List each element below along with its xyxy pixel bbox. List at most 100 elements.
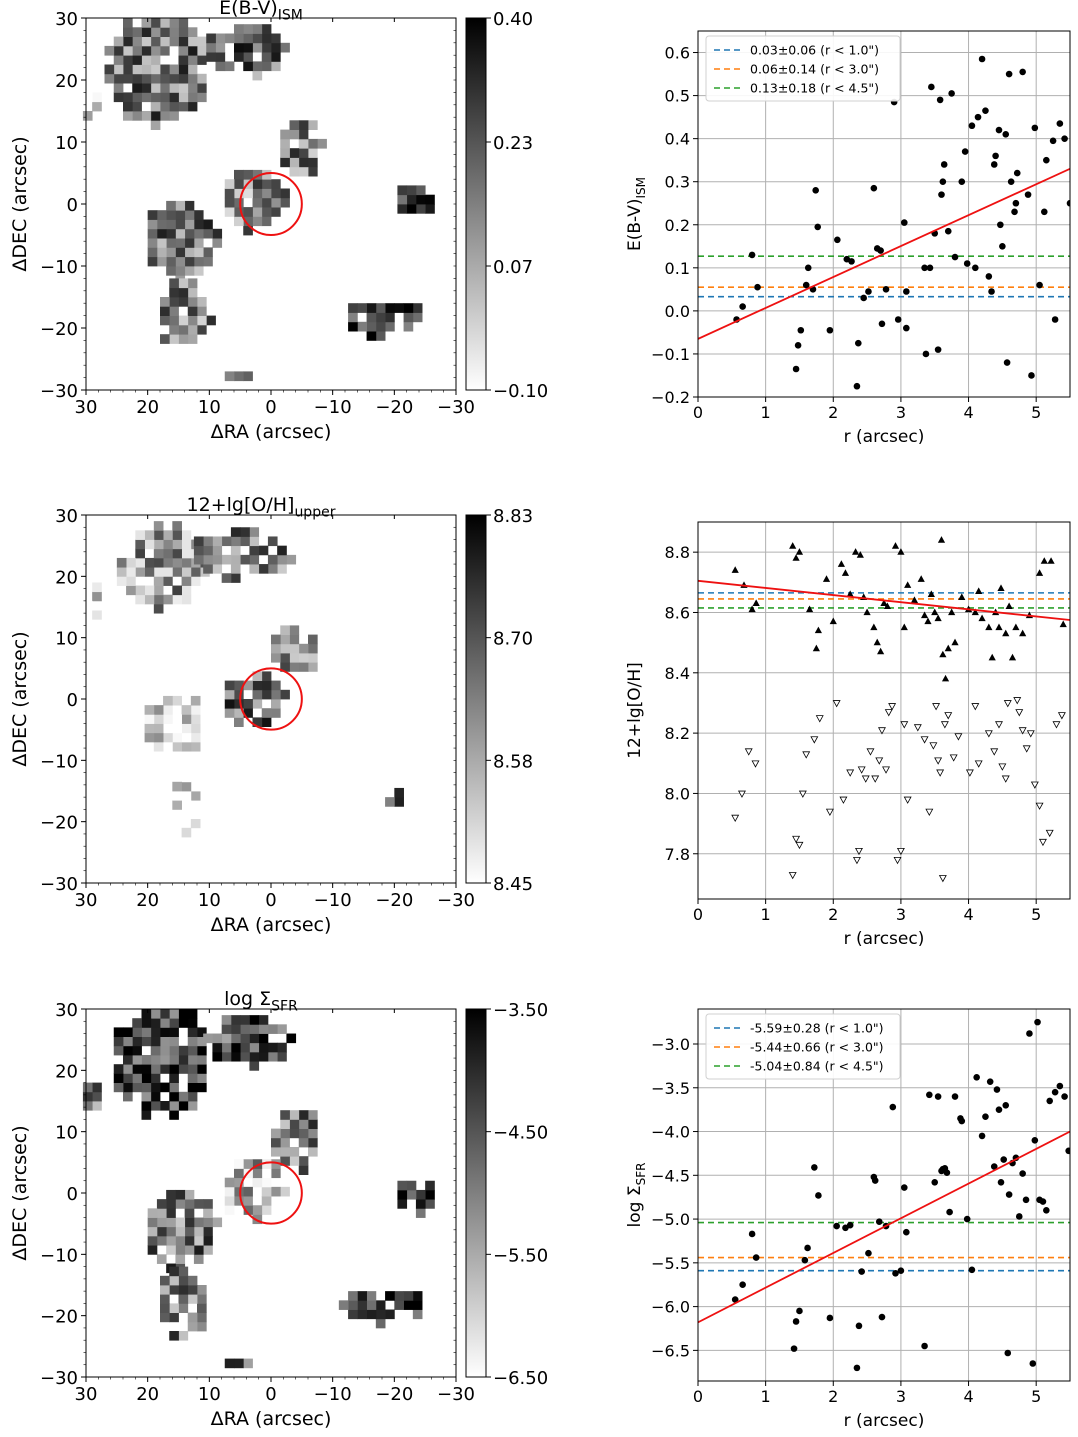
map-pixel: [252, 1205, 263, 1215]
map-pixel: [249, 1015, 260, 1025]
map-pixel: [230, 573, 241, 583]
map-pixel: [132, 64, 142, 75]
map-pixel: [415, 1199, 426, 1209]
lower-point: [1038, 838, 1047, 847]
map-pixel: [249, 1051, 260, 1062]
map-pixel: [181, 539, 192, 550]
map-pixel: [212, 536, 223, 547]
map-pixel: [123, 1064, 133, 1074]
map-pixel: [141, 55, 152, 65]
map-title: 12+lg[O/H]upper: [187, 494, 336, 520]
map-pixel: [141, 111, 152, 121]
map-pixel: [147, 219, 158, 230]
map-pixel: [187, 1045, 198, 1056]
y-tick-label: −3.5: [651, 1079, 690, 1098]
map-pixel: [123, 73, 133, 84]
data-point: [934, 346, 942, 353]
map-pixel: [252, 61, 263, 72]
map-pixel: [197, 83, 207, 93]
map-pixel: [178, 287, 189, 298]
map-pixel: [181, 567, 192, 577]
map-pixel: [123, 64, 133, 75]
map-pixel: [147, 1217, 158, 1228]
legend-label: 0.03±0.06 (r < 1.0"): [750, 43, 879, 58]
map-pixel: [178, 27, 189, 37]
lower-point: [888, 703, 897, 711]
legend-label: -5.44±0.66 (r < 3.0"): [750, 1040, 884, 1055]
map-pixel: [271, 188, 281, 199]
map-pixel: [150, 1101, 161, 1111]
map-pixel: [412, 312, 423, 323]
map-pixel: [230, 1024, 241, 1034]
map-pixel: [163, 714, 173, 724]
map-pixel: [252, 699, 263, 709]
map-pixel: [178, 1018, 189, 1028]
lower-point: [866, 748, 875, 756]
map-pixel: [249, 554, 260, 565]
map-pixel: [197, 1321, 207, 1332]
map-pixel: [243, 699, 253, 709]
map-pixel: [403, 1300, 414, 1310]
y-axis-label: 12+lg[O/H]: [625, 662, 645, 759]
map-pixel: [187, 1009, 198, 1019]
map-pixel: [240, 1024, 250, 1034]
map-pixel: [156, 210, 167, 220]
map-pixel: [169, 1331, 179, 1341]
map-pixel: [397, 204, 408, 214]
map-pixel: [252, 1214, 263, 1225]
map-pixel: [271, 680, 281, 691]
plot-area: [698, 1018, 1070, 1372]
map-pixel: [123, 1091, 133, 1102]
map-pixel: [147, 247, 158, 258]
map-pixel: [123, 111, 133, 121]
map-pixel: [144, 705, 155, 715]
map-pixel: [187, 1073, 198, 1083]
map-pixel: [394, 1300, 404, 1310]
x-tick-label: 1: [761, 905, 771, 924]
map-pixel: [156, 219, 167, 230]
data-point: [1002, 131, 1010, 138]
map-pixel: [153, 521, 164, 531]
map-pixel: [425, 204, 435, 214]
map-pixel: [308, 138, 318, 149]
map-pixel: [187, 55, 198, 65]
map-pixel: [212, 228, 223, 239]
data-point: [804, 1244, 811, 1252]
lower-point: [825, 808, 834, 816]
map-pixel: [163, 741, 173, 752]
map-pixel: [197, 297, 207, 307]
map-pixel: [234, 1177, 244, 1188]
map-pixel: [126, 576, 136, 586]
map-pixel: [135, 548, 145, 559]
map-pixel: [156, 256, 167, 267]
map-pixel: [234, 1358, 244, 1369]
data-point: [922, 350, 930, 358]
map-pixel: [366, 1291, 377, 1301]
data-point: [936, 96, 944, 104]
map-pixel: [385, 303, 395, 313]
map-pixel: [280, 1110, 290, 1120]
map-pixel: [187, 1321, 198, 1332]
map-pixel: [252, 179, 263, 189]
map-pixel: [308, 120, 318, 130]
map-pixel: [366, 321, 377, 332]
map-pixel: [261, 188, 272, 199]
map-pixel: [187, 64, 198, 75]
map-pixel: [308, 653, 318, 663]
map-pixel: [181, 557, 192, 568]
map-pixel: [178, 1055, 189, 1065]
map-pixel: [184, 1208, 195, 1218]
y-tick-label: 0.4: [665, 130, 690, 149]
data-point: [790, 1345, 798, 1352]
map-pixel: [150, 1064, 161, 1074]
upper-point: [752, 599, 760, 607]
upper-point: [880, 599, 888, 607]
map-pixel: [298, 166, 309, 177]
x-tick-label: 5: [1031, 403, 1041, 422]
map-pixel: [181, 732, 192, 743]
map-pixel: [150, 45, 161, 56]
data-point: [990, 161, 998, 168]
y-tick-label: 0: [67, 1184, 78, 1205]
map-pixel: [271, 207, 281, 217]
upper-point: [931, 608, 939, 616]
